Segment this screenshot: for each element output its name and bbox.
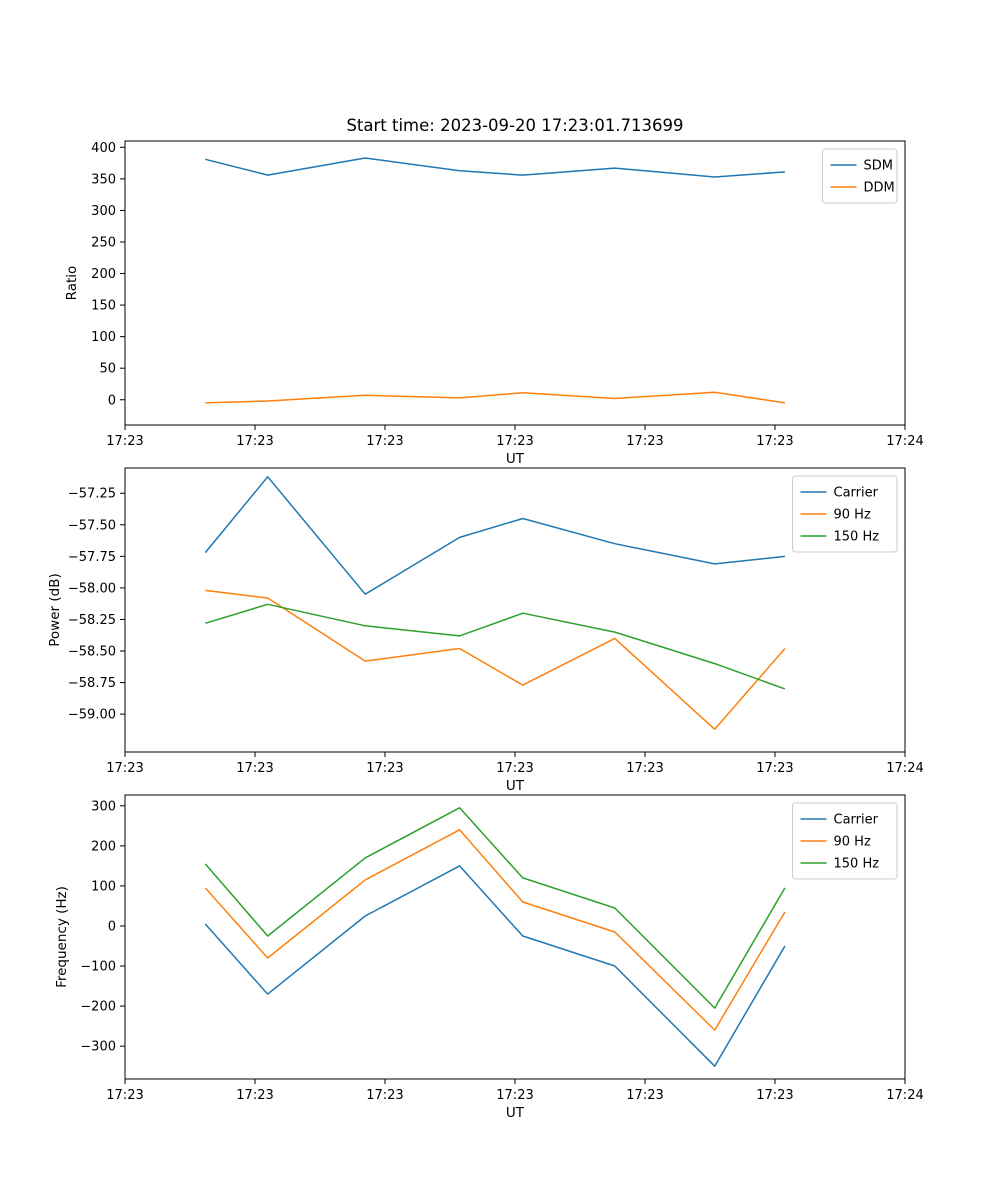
legend-label: DDM [864,181,895,196]
x-tick-label: 17:23 [106,761,143,776]
y-tick-label: 150 [91,299,116,314]
y-axis-label: Power (dB) [47,573,63,646]
y-tick-label: −59.00 [68,708,116,723]
series-line-carrier [204,865,786,1067]
x-tick-label: 17:23 [106,434,143,449]
y-tick-label: −100 [80,960,116,975]
y-tick-label: −200 [80,1000,116,1015]
y-tick-label: 200 [91,839,116,854]
y-tick-label: 100 [91,330,116,345]
legend: SDM DDM [822,148,898,204]
charts-root: 400 350 300 250 200 150 100 50 0 17:23 17:23 17:23 1… [47,140,924,1121]
legend: Carrier 90 Hz 150 Hz [792,802,898,880]
x-tick-label: 17:23 [366,1088,403,1103]
y-tick-label: 300 [91,204,116,219]
x-tick-label: 17:23 [626,1088,663,1103]
x-tick-label: 17:23 [106,1088,143,1103]
y-tick-label: 50 [99,362,116,377]
y-tick-label: 400 [91,141,116,156]
y-axis-label: Ratio [64,266,80,301]
x-tick-label: 17:23 [496,1088,533,1103]
series-line-150-hz [205,603,786,690]
series-line-90-hz [204,829,786,1031]
axes-frame [124,140,906,426]
y-tick-label: −57.50 [68,518,116,533]
legend-box [792,475,898,553]
x-tick-label: 17:23 [236,1088,273,1103]
y-tick-label: 0 [108,393,116,408]
x-axis-label: UT [506,1105,525,1121]
legend: Carrier 90 Hz 150 Hz [792,475,898,553]
x-axis-label: UT [506,778,525,794]
x-tick-label: 17:24 [886,1088,923,1103]
y-tick-label: −57.75 [68,550,116,565]
x-axis-label: UT [506,451,525,467]
legend-label: Carrier [834,486,879,501]
x-tick-label: 17:23 [366,434,403,449]
y-tick-label: 300 [91,799,116,814]
x-tick-label: 17:23 [236,434,273,449]
chart-2: 300 200 100 0 −100 −200 −300 17:23 17:23 17:23 17:… [54,794,924,1121]
chart-1: −57.25 −57.50 −57.75 −58.00 −58.25 −58.50 −58.… [47,467,924,794]
x-tick-label: 17:23 [236,761,273,776]
y-tick-label: 350 [91,172,116,187]
y-tick-label: −57.25 [68,487,116,502]
x-tick-label: 17:23 [756,1088,793,1103]
figure-title: Start time: 2023-09-20 17:23:01.713699 [346,116,683,135]
series-line-ddm [205,391,786,404]
chart-0: 400 350 300 250 200 150 100 50 0 17:23 17:23 17:23 1… [64,140,924,467]
x-tick-label: 17:23 [626,761,663,776]
axes-frame [124,467,906,753]
y-tick-label: 200 [91,267,116,282]
series-line-90-hz [205,589,786,731]
x-tick-label: 17:23 [756,434,793,449]
y-tick-label: −58.50 [68,645,116,660]
series-line-150-hz [204,807,786,1009]
y-tick-label: −58.25 [68,613,116,628]
legend-label: SDM [864,159,893,174]
x-tick-label: 17:24 [886,761,923,776]
y-tick-label: 0 [108,919,116,934]
legend-label: 150 Hz [834,530,880,545]
series-line-sdm [205,157,785,178]
y-tick-label: 100 [91,879,116,894]
x-tick-label: 17:23 [756,761,793,776]
x-tick-label: 17:23 [496,434,533,449]
legend-label: Carrier [834,813,879,828]
legend-box [822,148,898,204]
x-tick-label: 17:24 [886,434,923,449]
legend-label: 90 Hz [834,835,871,850]
legend-label: 150 Hz [834,857,880,872]
y-tick-label: 250 [91,235,116,250]
y-tick-label: −58.00 [68,581,116,596]
axes-frame [124,794,906,1080]
series-line-carrier [204,476,785,595]
y-tick-label: −58.75 [68,676,116,691]
x-tick-label: 17:23 [626,434,663,449]
y-tick-label: −300 [80,1040,116,1055]
x-tick-label: 17:23 [496,761,533,776]
legend-box [792,802,898,880]
x-tick-label: 17:23 [366,761,403,776]
y-axis-label: Frequency (Hz) [54,886,70,988]
legend-label: 90 Hz [834,508,871,523]
